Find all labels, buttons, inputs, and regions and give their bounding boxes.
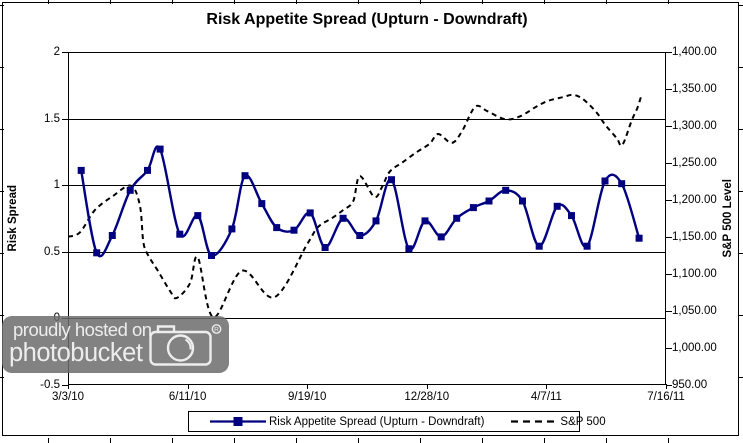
legend-label-sp500: S&P 500	[560, 415, 606, 428]
legend: Risk Appetite Spread (Upturn - Downdraft…	[188, 411, 606, 432]
right-axis-tick-label: 1,400.00	[672, 46, 717, 58]
right-axis-tick	[666, 347, 672, 349]
right-axis-title-text: S&P 500 Level	[722, 179, 734, 258]
right-axis-tick-label: 1,200.00	[672, 193, 717, 206]
legend-label-risk-spread: Risk Appetite Spread (Upturn - Downdraft…	[269, 415, 485, 428]
legend-item-sp500: S&P 500	[511, 415, 606, 428]
risk-spread-marker	[108, 232, 116, 239]
right-axis-tick	[666, 125, 672, 127]
risk-spread-line	[80, 145, 641, 258]
risk-spread-marker	[126, 186, 134, 194]
left-axis-title-text: Risk Spread	[7, 185, 19, 252]
left-axis-tick-label: 1	[53, 179, 60, 191]
right-axis-tick	[666, 52, 672, 53]
right-axis-tick-label: 1,250.00	[672, 156, 717, 169]
x-axis-tick	[666, 384, 667, 389]
risk-spread-marker	[208, 252, 215, 259]
risk-spread-marker	[339, 214, 347, 222]
legend-item-risk-spread: Risk Appetite Spread (Upturn - Downdraft…	[210, 416, 484, 428]
right-axis-tick	[666, 310, 672, 312]
sp500-dashed-line-swatch-icon	[511, 420, 558, 423]
risk-spread-marker	[290, 226, 298, 234]
risk-spread-marker	[502, 186, 510, 194]
risk-spread-marker	[273, 224, 281, 232]
risk-spread-marker	[144, 166, 151, 174]
sp500-line	[68, 93, 642, 319]
right-axis-tick-label: 1,100.00	[672, 267, 717, 280]
photobucket-watermark: proudly hosted on photobucket R	[2, 316, 229, 373]
right-axis-tick	[666, 199, 672, 201]
risk-spread-marker	[453, 214, 461, 222]
x-axis-tick	[426, 384, 428, 389]
x-axis-tick-label: 3/3/10	[52, 391, 84, 403]
risk-spread-marker	[356, 232, 364, 239]
left-axis-tick	[62, 52, 68, 53]
right-axis-tick	[666, 384, 672, 386]
risk-spread-marker	[568, 212, 575, 220]
right-axis-tick-label: 1,050.00	[672, 304, 717, 317]
right-axis-tick-label: 1,000.00	[672, 341, 717, 354]
x-axis-tick-label: 7/16/11	[647, 391, 685, 403]
left-axis-tick	[62, 251, 68, 253]
risk-spread-marker	[635, 234, 643, 242]
risk-spread-marker	[321, 244, 329, 251]
risk-spread-marker	[258, 200, 266, 208]
camera-icon: R	[149, 324, 222, 366]
risk-spread-marker	[93, 249, 101, 257]
right-axis-tick-label: 1,350.00	[672, 82, 717, 95]
risk-spread-marker	[372, 217, 380, 225]
risk-spread-marker	[405, 245, 413, 253]
right-axis-title: S&P 500 Level	[720, 52, 736, 385]
risk-spread-marker	[228, 225, 236, 233]
risk-spread-marker	[553, 202, 561, 210]
risk-spread-marker	[156, 145, 164, 153]
risk-spread-marker	[437, 233, 445, 241]
risk-spread-marker	[194, 212, 202, 220]
risk-spread-marker	[583, 242, 591, 250]
x-axis-tick	[187, 384, 189, 389]
right-axis-tick-label: 1,150.00	[672, 230, 717, 243]
left-axis-tick-label: 0.5	[44, 245, 60, 258]
registered-trademark-icon: R	[214, 326, 219, 333]
left-axis-tick	[62, 384, 68, 386]
x-axis-tick	[68, 384, 69, 389]
risk-spread-marker	[176, 230, 184, 238]
x-axis-tick-label: 9/19/10	[288, 391, 327, 403]
risk-spread-marker	[535, 242, 543, 250]
x-axis-tick-label: 12/28/10	[404, 391, 450, 403]
left-axis-tick-label: 2	[53, 46, 60, 58]
risk-spread-marker	[421, 217, 429, 225]
risk-spread-marker	[388, 176, 395, 184]
x-axis-tick	[307, 384, 309, 389]
left-axis-tick	[62, 185, 68, 186]
left-axis-tick-label: -0.5	[40, 378, 60, 391]
chart-title: Risk Appetite Spread (Upturn - Downdraft…	[206, 11, 528, 28]
risk-spread-marker	[241, 172, 249, 180]
risk-spread-marker	[77, 166, 85, 174]
x-axis-tick-label: 6/11/10	[168, 391, 207, 403]
risk-spread-marker	[519, 197, 526, 205]
left-axis-tick	[62, 118, 68, 120]
right-axis-tick	[666, 273, 672, 275]
frame-tick-marks-bottom	[0, 438, 743, 443]
right-axis-tick-label: 950.00	[672, 378, 708, 391]
risk-spread-marker	[601, 177, 609, 185]
risk-spread-marker	[469, 204, 477, 212]
risk-spread-marker	[306, 209, 314, 217]
risk-spread-line-swatch-icon	[210, 417, 266, 426]
x-axis-tick	[546, 384, 548, 389]
left-axis-tick-label: 1.5	[44, 112, 60, 125]
x-axis-tick-label: 4/7/11	[530, 391, 562, 403]
watermark-tagline: proudly hosted on	[13, 319, 152, 340]
risk-spread-marker	[485, 197, 493, 205]
risk-spread-marker	[618, 180, 626, 188]
right-axis-tick-label: 1,300.00	[672, 119, 717, 132]
right-axis-tick	[666, 236, 672, 238]
frame-tick-marks-right	[739, 0, 743, 443]
right-axis-tick	[666, 88, 672, 90]
right-axis-tick	[666, 162, 672, 164]
watermark-brand: photobucket	[9, 339, 143, 367]
plot-area	[68, 52, 666, 385]
